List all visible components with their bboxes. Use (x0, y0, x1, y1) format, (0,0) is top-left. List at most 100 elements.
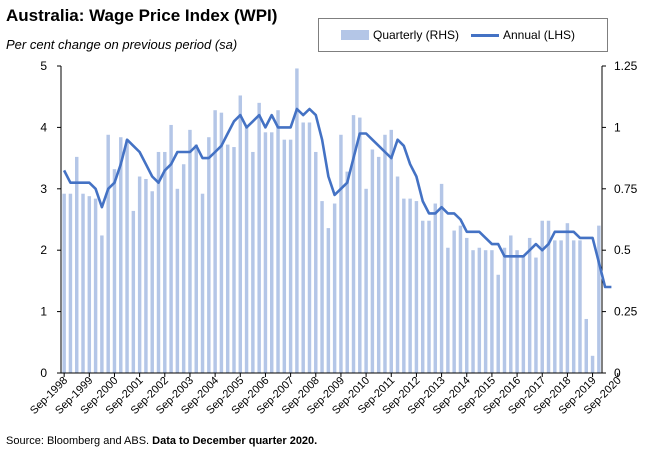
bar-quarterly-37 (295, 68, 299, 374)
bar-quarterly-9 (119, 137, 123, 373)
legend-item-annual: Annual (LHS) (471, 28, 575, 42)
bar-quarterly-6 (100, 235, 104, 373)
bar-quarterly-73 (521, 255, 526, 373)
bar-quarterly-27 (232, 147, 236, 373)
legend-item-quarterly: Quarterly (RHS) (341, 28, 459, 42)
bar-quarterly-54 (402, 198, 406, 373)
bar-quarterly-23 (207, 137, 211, 373)
right-tick-label-5: 1.25 (614, 59, 638, 73)
bar-quarterly-45 (345, 171, 349, 373)
bar-quarterly-22 (200, 193, 205, 373)
source-note: Source: Bloomberg and ABS. Data to Decem… (6, 435, 317, 447)
bar-quarterly-5 (93, 198, 98, 373)
bar-quarterly-55 (408, 198, 412, 373)
bar-quarterly-36 (288, 139, 293, 373)
bar-quarterly-68 (490, 250, 494, 373)
bar-quarterly-17 (169, 124, 173, 373)
chart-title: Australia: Wage Price Index (WPI) (6, 6, 278, 25)
bar-quarterly-69 (496, 274, 500, 373)
source-prefix: Source: Bloomberg and ABS. (6, 435, 150, 447)
bar-quarterly-42 (326, 228, 331, 373)
bar-quarterly-4 (87, 196, 92, 373)
bar-quarterly-74 (527, 237, 532, 373)
bar-quarterly-38 (301, 122, 305, 373)
legend-swatch-annual (471, 33, 499, 37)
bar-quarterly-58 (427, 220, 431, 373)
bar-quarterly-66 (477, 247, 482, 373)
legend-label-quarterly: Quarterly (RHS) (373, 28, 460, 42)
bar-quarterly-84 (590, 355, 595, 373)
bar-quarterly-65 (471, 250, 475, 373)
bar-quarterly-25 (219, 112, 224, 373)
bar-quarterly-46 (351, 115, 356, 374)
bar-quarterly-53 (395, 176, 400, 373)
bar-quarterly-62 (452, 230, 456, 373)
bar-quarterly-28 (238, 95, 243, 374)
bar-quarterly-83 (584, 318, 589, 373)
right-tick-label-2: 0.5 (614, 243, 631, 257)
bar-quarterly-14 (150, 191, 154, 373)
bar-quarterly-11 (131, 210, 136, 373)
bar-quarterly-47 (358, 117, 362, 374)
bar-quarterly-78 (553, 240, 557, 373)
left-tick-label-5: 5 (40, 59, 47, 73)
bar-quarterly-81 (571, 240, 576, 373)
bar-quarterly-15 (156, 151, 161, 373)
left-tick-label-2: 2 (40, 243, 47, 257)
bar-quarterly-51 (383, 134, 387, 373)
bar-quarterly-41 (320, 201, 324, 373)
bar-quarterly-56 (414, 201, 419, 373)
bar-quarterly-64 (465, 237, 469, 373)
bar-quarterly-34 (276, 110, 280, 373)
bar-quarterly-19 (181, 164, 186, 373)
left-tick-label-3: 3 (40, 182, 47, 196)
bar-quarterly-63 (458, 225, 463, 373)
bar-quarterly-16 (163, 151, 167, 373)
bar-quarterly-35 (282, 139, 287, 373)
bar-quarterly-71 (509, 235, 513, 373)
right-tick-label-4: 1 (614, 120, 621, 134)
bar-quarterly-40 (314, 151, 318, 373)
bar-quarterly-32 (263, 132, 268, 373)
series-line-annual (62, 107, 612, 289)
bar-quarterly-76 (540, 220, 544, 373)
bar-quarterly-33 (270, 132, 274, 373)
bar-quarterly-49 (370, 149, 375, 373)
bar-quarterly-21 (194, 144, 198, 373)
bar-quarterly-24 (213, 110, 217, 373)
bar-quarterly-26 (225, 144, 230, 373)
bar-quarterly-31 (257, 102, 261, 373)
bar-quarterly-1 (68, 193, 73, 373)
left-tick-label-1: 1 (40, 305, 47, 319)
bar-quarterly-18 (175, 188, 180, 373)
bar-quarterly-61 (446, 247, 450, 373)
left-tick-label-0: 0 (40, 366, 47, 380)
bar-quarterly-60 (439, 183, 444, 373)
bar-quarterly-48 (364, 188, 368, 373)
bar-quarterly-80 (565, 223, 570, 373)
bar-quarterly-8 (112, 169, 117, 373)
bar-quarterly-77 (546, 220, 551, 373)
bar-quarterly-57 (420, 220, 425, 373)
bar-quarterly-72 (515, 250, 519, 373)
bar-quarterly-44 (339, 134, 343, 373)
bar-quarterly-30 (251, 151, 255, 373)
bar-quarterly-59 (433, 203, 438, 373)
source-data-note: Data to December quarter 2020. (152, 435, 318, 447)
bar-quarterly-75 (534, 257, 538, 373)
bar-quarterly-3 (81, 193, 85, 373)
bar-quarterly-7 (106, 134, 110, 373)
bar-quarterly-29 (244, 127, 249, 374)
left-tick-label-4: 4 (40, 120, 47, 134)
chart-subtitle: Per cent change on previous period (sa) (6, 37, 238, 52)
bar-quarterly-10 (125, 139, 129, 373)
bar-quarterly-52 (389, 129, 393, 373)
bar-quarterly-50 (376, 156, 381, 373)
bar-quarterly-70 (502, 247, 507, 373)
bar-quarterly-2 (74, 156, 79, 373)
legend-label-annual: Annual (LHS) (503, 28, 576, 42)
bar-quarterly-43 (332, 203, 337, 373)
bar-quarterly-39 (307, 122, 312, 373)
bar-quarterly-82 (578, 240, 582, 373)
